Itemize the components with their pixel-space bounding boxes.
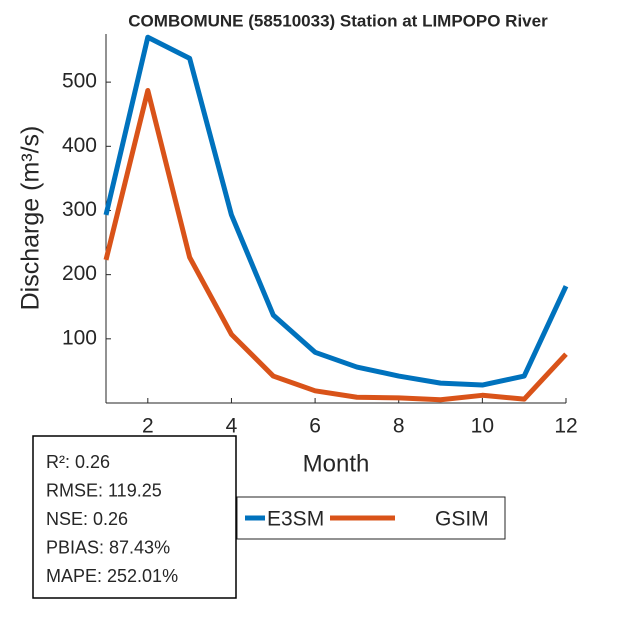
x-tick-label: 10 (471, 415, 494, 438)
stat-line: R²: 0.26 (46, 452, 110, 472)
series-line (103, 34, 569, 388)
stat-line: NSE: 0.26 (46, 509, 128, 529)
y-tick-label: 100 (62, 326, 97, 349)
x-tick-label: 6 (309, 415, 321, 438)
x-tick-label: 12 (554, 415, 577, 438)
series-line (103, 87, 568, 403)
legend-label: E3SM (267, 508, 324, 531)
plot-area: 100 200 300 400 500 2 4 6 8 10 12 (62, 34, 578, 438)
legend-label: GSIM (435, 508, 489, 531)
stats-text: R²: 0.26 RMSE: 119.25 NSE: 0.26 PBIAS: 87.4… (46, 452, 178, 586)
x-tick-label: 2 (142, 415, 154, 438)
stat-line: MAPE: 252.01% (46, 566, 178, 586)
legend-items: E3SM GSIM (245, 508, 489, 531)
y-tick-label: 400 (62, 134, 97, 157)
stat-line: PBIAS: 87.43% (46, 537, 170, 557)
x-tick-label: 4 (226, 415, 238, 438)
stat-line: RMSE: 119.25 (46, 480, 162, 500)
y-tick-label: 200 (62, 262, 97, 285)
chart-title: COMBOMUNE (58510033) Station at LIMPOPO … (128, 11, 548, 30)
y-tick-label: 500 (62, 70, 97, 93)
y-axis-label: Discharge (m³/s) (17, 126, 45, 311)
y-tick-label: 300 (62, 198, 97, 221)
x-axis-label: Month (303, 450, 370, 477)
x-tick-label: 8 (393, 415, 405, 438)
stats-box (32, 435, 237, 599)
